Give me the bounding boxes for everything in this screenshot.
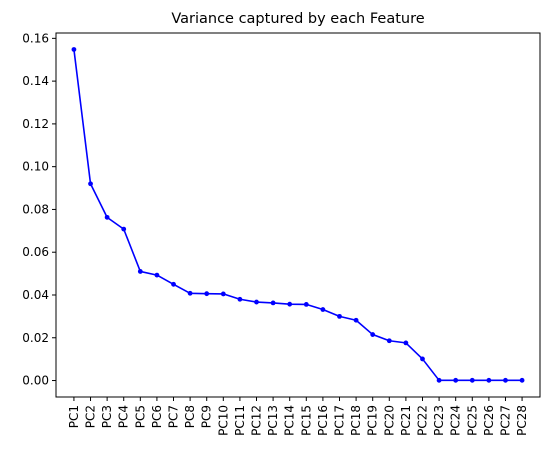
y-axis: 0.00 0.02 0.04 0.06 0.08 0.10 0.12 0.14 0.16 [22,31,56,388]
x-tick-label: PC22 [415,405,429,436]
x-tick-label: PC1 [67,405,81,428]
data-point [469,377,475,383]
plot-frame [55,32,541,398]
y-tick-label: 0.00 [22,374,49,388]
x-tick-label: PC17 [332,405,346,436]
data-point [353,317,359,323]
x-tick-label: PC15 [299,405,313,436]
data-point [486,377,492,383]
chart-title: Variance captured by each Feature [171,11,424,27]
data-point [154,272,160,278]
data-point [254,299,259,305]
x-tick-label: PC27 [498,405,512,436]
data-point [187,290,193,296]
data-point [237,296,243,302]
data-point [337,313,342,319]
x-tick-label: PC9 [200,405,214,428]
x-tick-label: PC21 [399,405,413,436]
data-point [220,291,226,297]
x-tick-label: PC5 [133,405,147,428]
x-tick-label: PC6 [150,405,164,428]
x-tick-label: PC25 [465,405,479,436]
y-tick-label: 0.06 [22,245,49,259]
data-point [71,47,77,52]
x-tick-label: PC13 [266,405,280,436]
data-point [519,377,525,383]
x-tick-label: PC8 [183,405,197,428]
series-line [73,49,523,382]
x-axis: PC1 PC2 PC3 PC4 PC5 PC6 PC7 PC8 PC9 PC10 PC11 PC12 P… [67,397,529,436]
x-tick-label: PC14 [283,405,297,436]
x-tick-label: PC16 [316,405,330,436]
data-point [137,269,143,274]
data-point [386,338,392,344]
plot-series [71,47,525,383]
data-point [104,214,110,220]
data-point [171,281,176,287]
y-tick-label: 0.10 [22,160,49,174]
data-point [453,377,459,383]
data-point [320,307,326,312]
data-point [503,377,508,383]
data-point [287,301,293,307]
data-point [204,291,210,297]
x-tick-label: PC3 [100,405,114,428]
data-point [403,340,409,346]
x-tick-label: PC19 [366,405,380,436]
data-point [121,226,127,232]
x-tick-label: PC18 [349,405,363,436]
y-tick-label: 0.02 [22,331,49,345]
x-tick-label: PC28 [515,405,529,436]
x-tick-label: PC10 [216,405,230,436]
data-point [420,356,425,362]
y-tick-label: 0.16 [22,31,49,45]
data-point [88,181,93,187]
x-tick-label: PC23 [432,405,446,436]
x-tick-label: PC12 [250,405,264,436]
y-tick-label: 0.04 [22,288,49,302]
x-tick-label: PC24 [449,405,463,436]
x-tick-label: PC2 [84,405,98,428]
data-point [436,377,442,383]
x-tick-label: PC7 [167,405,181,428]
x-tick-label: PC26 [482,405,496,436]
data-point [270,300,276,306]
y-tick-label: 0.12 [22,117,49,131]
y-tick-label: 0.08 [22,202,49,216]
x-tick-label: PC4 [117,405,131,428]
x-tick-label: PC20 [382,405,396,436]
data-point [370,332,376,337]
y-tick-label: 0.14 [22,74,49,88]
data-point [303,301,309,307]
x-tick-label: PC11 [233,405,247,436]
